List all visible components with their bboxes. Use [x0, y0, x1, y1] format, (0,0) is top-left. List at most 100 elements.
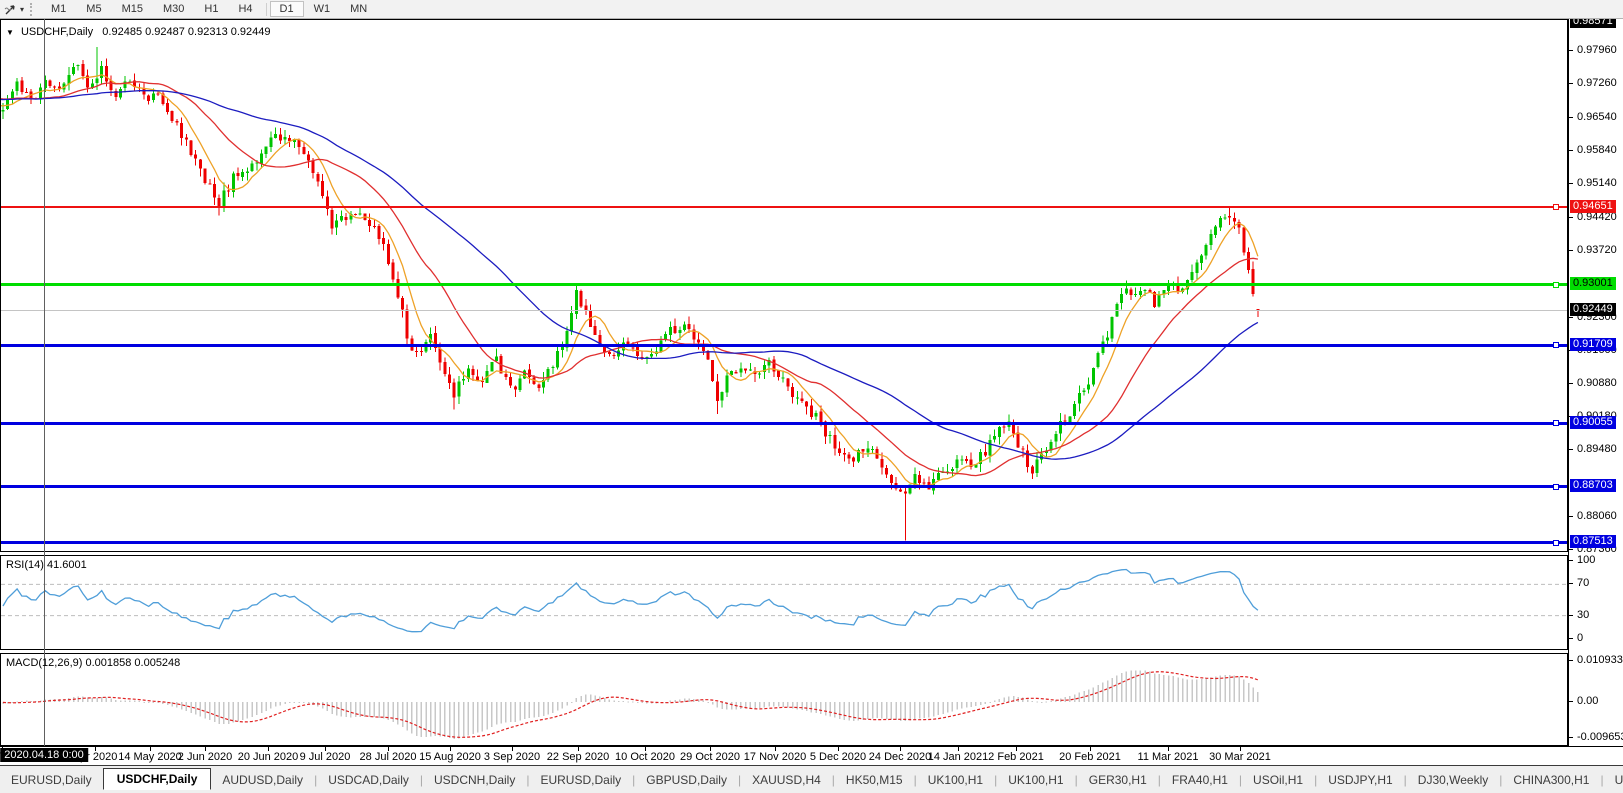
- price-badge: 0.88703: [1570, 479, 1616, 492]
- vertical-line-object[interactable]: [44, 19, 45, 746]
- date-tick-label: 5 Dec 2020: [809, 751, 867, 763]
- chart-tab-uk100-h1[interactable]: UK100,H1: [1008, 772, 1064, 787]
- horizontal-line-object[interactable]: [1, 485, 1567, 488]
- tab-separator: |: [1314, 772, 1318, 787]
- chart-tab-dj30-weekly[interactable]: DJ30,Weekly: [1417, 772, 1489, 787]
- price-tick-label: 0.95140: [1577, 177, 1617, 189]
- price-badge: 0.92449: [1570, 303, 1616, 316]
- rsi-level-label: 70: [1577, 577, 1590, 589]
- chart-tab-china300-h1[interactable]: CHINA300,H1: [1513, 772, 1590, 787]
- hline-anchor-marker[interactable]: [1553, 540, 1559, 546]
- horizontal-line-object[interactable]: [1, 283, 1567, 286]
- rsi-tick-mark: [1569, 615, 1573, 616]
- timeframe-button-m5[interactable]: M5: [86, 3, 102, 15]
- date-tick-label: 28 Jul 2020: [359, 751, 417, 763]
- chart-tab-usdjpy-h1[interactable]: USDJPY,H1: [1328, 772, 1393, 787]
- price-tick-label: 0.95840: [1577, 144, 1617, 156]
- chart-tab-usoil-h1[interactable]: USOil,H1: [1253, 772, 1304, 787]
- horizontal-line-object[interactable]: [1, 206, 1567, 208]
- horizontal-line-object[interactable]: [1, 344, 1567, 347]
- timeframe-button-h1[interactable]: H1: [204, 3, 219, 15]
- date-tick-label: 20 Jun 2020: [237, 751, 299, 763]
- main-chart-pane[interactable]: ▼ USDCHF,Daily 0.92485 0.92487 0.92313 0…: [0, 19, 1568, 552]
- chart-tab-ger30-h1[interactable]: GER30,H1: [1088, 772, 1147, 787]
- price-axis[interactable]: 0.97960 0.97260 0.96540 0.95840 0.95140 0.944…: [1568, 19, 1623, 746]
- date-tick-label: 14 Jan 2021: [927, 751, 989, 763]
- chart-tab-gbpusd-daily[interactable]: GBPUSD,Daily: [646, 772, 727, 787]
- toolbar-separator: [265, 2, 267, 16]
- chart-tab-usdcnh-daily[interactable]: USDCNH,Daily: [434, 772, 516, 787]
- chart-dropdown-icon[interactable]: ▼: [6, 28, 14, 37]
- price-badge: 0.87513: [1570, 535, 1616, 548]
- price-tick-mark: [1569, 516, 1573, 517]
- price-tick-mark: [1569, 449, 1573, 450]
- price-badge: 0.98571: [1570, 19, 1616, 28]
- chart-tab-u[interactable]: U: [1614, 772, 1623, 787]
- date-tick-label: 2 Feb 2021: [988, 751, 1044, 763]
- chart-tab-usdcad-daily[interactable]: USDCAD,Daily: [328, 772, 409, 787]
- chart-ohlc-values: 0.92485 0.92487 0.92313 0.92449: [102, 26, 271, 38]
- rsi-level-label: 100: [1577, 554, 1596, 566]
- chart-tab-fra40-h1[interactable]: FRA40,H1: [1171, 772, 1228, 787]
- price-tick-label: 0.96540: [1577, 111, 1617, 123]
- timeframe-button-m15[interactable]: M15: [121, 3, 143, 15]
- chart-tab-eurusd-daily[interactable]: EURUSD,Daily: [540, 772, 622, 787]
- toolbar-grip[interactable]: [30, 2, 35, 16]
- macd-indicator-pane[interactable]: MACD(12,26,9) 0.001858 0.005248: [0, 653, 1568, 746]
- current-price-line: [1, 310, 1567, 311]
- horizontal-line-object[interactable]: [1, 422, 1567, 425]
- timeframe-button-m1[interactable]: M1: [51, 3, 67, 15]
- price-tick-mark: [1569, 50, 1573, 51]
- cursor-tool-icon[interactable]: [3, 2, 18, 17]
- hline-anchor-marker[interactable]: [1553, 282, 1559, 288]
- date-tick-mark: [95, 747, 96, 751]
- timeframe-button-d1[interactable]: D1: [269, 1, 304, 17]
- tab-separator: |: [1499, 772, 1503, 787]
- tool-dropdown-icon[interactable]: ▾: [20, 4, 25, 14]
- price-tick-mark: [1569, 383, 1573, 384]
- date-tick-label: 2 Jun 2020: [177, 751, 233, 763]
- price-tick-mark: [1569, 117, 1573, 118]
- date-tick-mark: [958, 747, 959, 751]
- timeframe-button-h4[interactable]: H4: [238, 3, 253, 15]
- date-tick-label: 10 Oct 2020: [615, 751, 675, 763]
- price-tick-label: 0.93720: [1577, 244, 1617, 256]
- chart-tab-usdchf-daily[interactable]: USDCHF,Daily: [102, 767, 212, 790]
- macd-histogram-layer: [2, 670, 1259, 739]
- hline-anchor-marker[interactable]: [1553, 342, 1559, 348]
- macd-axis-label: 0.00: [1577, 695, 1599, 707]
- chart-tab-eurusd-daily[interactable]: EURUSD,Daily: [11, 772, 92, 787]
- price-tick-mark: [1569, 183, 1573, 184]
- date-tick-mark: [1016, 747, 1017, 751]
- tab-separator: |: [632, 772, 636, 787]
- tab-separator: |: [1403, 772, 1407, 787]
- chart-tab-xauusd-h4[interactable]: XAUUSD,H4: [752, 772, 821, 787]
- tab-separator: |: [994, 772, 998, 787]
- timeframe-button-m30[interactable]: M30: [162, 3, 185, 15]
- timeframe-button-w1[interactable]: W1: [313, 3, 331, 15]
- chart-tab-audusd-daily[interactable]: AUDUSD,Daily: [222, 772, 304, 787]
- price-badge: 0.93001: [1570, 277, 1616, 290]
- date-tick-mark: [645, 747, 646, 751]
- date-tick-mark: [900, 747, 901, 751]
- chart-tab-uk100-h1[interactable]: UK100,H1: [927, 772, 984, 787]
- chart-title: ▼ USDCHF,Daily 0.92485 0.92487 0.92313 0…: [6, 26, 271, 38]
- cursor-tool-glyph: [4, 4, 15, 14]
- hline-anchor-marker[interactable]: [1553, 204, 1559, 210]
- chart-tab-hk50-m15[interactable]: HK50,M15: [845, 772, 903, 787]
- rsi-indicator-pane[interactable]: RSI(14) 41.6001: [0, 555, 1568, 650]
- date-tick-mark: [1168, 747, 1169, 751]
- macd-axis-label: 0.010933: [1577, 654, 1623, 666]
- date-tick-label: 14 May 2020: [118, 751, 182, 763]
- tab-separator: |: [526, 772, 530, 787]
- vline-date-badge: 2020.04.18 0:00: [0, 748, 88, 762]
- hline-anchor-marker[interactable]: [1553, 484, 1559, 490]
- date-tick-mark: [1240, 747, 1241, 751]
- date-tick-label: 17 Nov 2020: [743, 751, 807, 763]
- hline-anchor-marker[interactable]: [1553, 420, 1559, 426]
- price-tick-label: 0.89480: [1577, 443, 1617, 455]
- horizontal-line-object[interactable]: [1, 541, 1567, 544]
- timeframe-button-mn[interactable]: MN: [350, 3, 368, 15]
- tab-separator: |: [419, 772, 423, 787]
